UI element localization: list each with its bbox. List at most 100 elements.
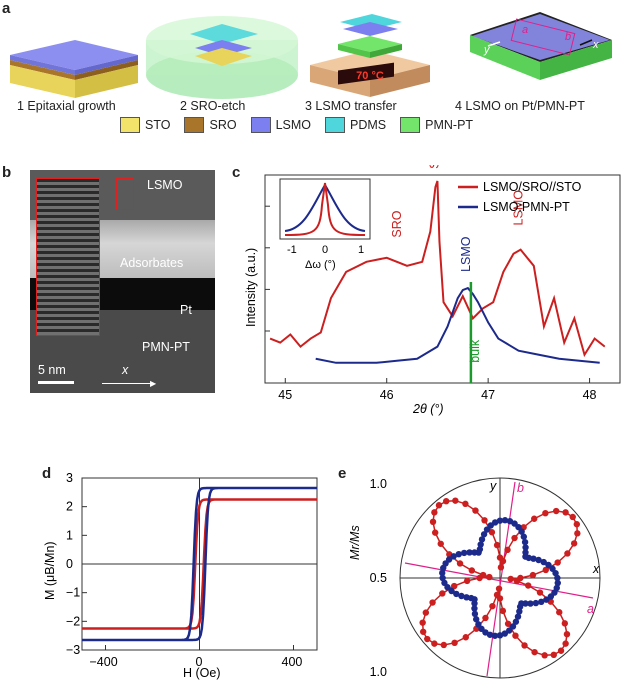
polar-blue-point	[471, 610, 479, 618]
polar-red-point	[521, 642, 528, 649]
polar-blue-point	[471, 605, 478, 612]
polar-red-point	[563, 630, 571, 638]
polar-ylabel: Mr/Ms	[348, 525, 362, 560]
polar-red-point	[542, 509, 549, 517]
polar-blue-point	[483, 526, 491, 533]
xrd-xtick-label: 46	[380, 388, 394, 402]
polar-red-point	[564, 550, 571, 557]
polar-radial-label-mid: 0.5	[370, 571, 387, 585]
legend-swatch-pdms	[325, 117, 346, 133]
xrd-xtick-label: 48	[583, 388, 597, 402]
polar-red-point	[419, 619, 426, 626]
hysteresis-ytick-label: −2	[66, 614, 80, 628]
scale-bar	[38, 381, 74, 384]
scale-bar-label: 5 nm	[38, 363, 66, 377]
inset-tick-2: 0	[322, 244, 328, 256]
step4-axis-y: y	[483, 44, 491, 56]
tem-zoom-inset	[36, 178, 100, 336]
xrd-annotation-sro: SRO	[390, 210, 404, 237]
polar-blue-point	[532, 599, 540, 607]
polar-blue-point	[538, 598, 545, 606]
polar-blue-point	[522, 544, 529, 551]
polar-blue-point	[453, 590, 460, 598]
xrd-plot-frame	[264, 174, 621, 384]
step-label-1: 1 Epitaxial growth	[17, 99, 116, 113]
polar-blue-point	[466, 549, 473, 556]
polar-red-point	[504, 620, 512, 627]
polar-red-point	[486, 573, 493, 581]
polar-blue-point	[460, 549, 468, 557]
xrd-legend-blue: LSMO:PMN-PT	[483, 200, 570, 214]
xrd-annotation-lsmo: LSMO	[512, 190, 526, 226]
polar-blue-point	[521, 538, 529, 546]
polar-red-point	[531, 515, 538, 522]
step4-axis-b: b	[565, 31, 571, 43]
hysteresis-loop-blue	[82, 486, 317, 642]
polar-blue-point	[477, 541, 484, 548]
hysteresis-ytick-label: 1	[66, 528, 73, 542]
legend-swatch-lsmo	[250, 117, 271, 133]
hysteresis-ytick-label: 2	[66, 500, 73, 514]
hysteresis-xtick-label: 400	[282, 655, 303, 669]
polar-red-point	[443, 497, 450, 505]
polar-red-point	[496, 595, 504, 602]
polar-blue-point	[522, 549, 529, 556]
hysteresis-chart: −400 0 400 −3 −2 −1 0 1 2 3 H (Oe) M (μB/Mn)	[43, 471, 318, 680]
panel-label-b: b	[2, 164, 12, 181]
polar-red-point	[463, 577, 471, 585]
xrd-annotation-sto: STO	[427, 165, 441, 169]
polar-red-point	[561, 620, 569, 627]
tem-axis-arrowhead-icon: ▶	[150, 379, 157, 388]
polar-b-axis	[486, 481, 516, 677]
hysteresis-xlabel: H (Oe)	[183, 666, 221, 680]
polar-red-point	[570, 540, 578, 547]
polar-radial-label-top: 1.0	[370, 477, 387, 491]
polar-red-point	[557, 647, 565, 654]
polar-label-a: a	[587, 602, 594, 616]
polar-blue-point	[522, 600, 529, 607]
polar-blue-point	[471, 549, 478, 556]
step4-arrow-x	[579, 39, 593, 46]
polar-red-point	[554, 559, 561, 566]
polar-blue-point	[491, 632, 499, 639]
legend-swatch-sto	[120, 117, 140, 133]
step4-axis-a: a	[522, 24, 528, 36]
polar-red-point	[431, 640, 438, 647]
legend-item-pmnpt: PMN-PT	[400, 117, 473, 133]
hysteresis-xtick-label: −400	[90, 655, 118, 669]
polar-red-point	[472, 507, 479, 514]
polar-label-b: b	[517, 481, 524, 495]
step-label-3: 3 LSMO transfer	[305, 99, 397, 113]
polar-blue-point	[506, 518, 514, 525]
polar-red-point	[531, 648, 538, 656]
polar-blue-point	[509, 623, 517, 630]
polar-red-point	[462, 500, 469, 508]
polar-red-point	[437, 540, 444, 547]
panel-a-illustrations: 70 °C y x a b	[10, 12, 612, 99]
xrd-series-lsmo-sro-sto	[269, 180, 606, 358]
polar-blue-point	[487, 522, 494, 529]
inset-xlabel: Δω (°)	[305, 259, 336, 271]
polar-blue-point	[455, 550, 462, 558]
polar-blue-point	[450, 553, 457, 560]
polar-blue-point	[458, 592, 465, 600]
tem-label-pmnpt: PMN-PT	[142, 340, 190, 354]
polar-red-point	[488, 529, 496, 536]
polar-blue-point	[554, 574, 561, 582]
polar-red-point	[574, 530, 581, 537]
materials-legend: STO SRO LSMO PDMS PMN-PT	[120, 117, 473, 133]
polar-blue-point	[516, 608, 523, 615]
tem-axis-x-arrow	[102, 383, 154, 384]
polar-red-point	[429, 518, 437, 526]
polar-red-point	[419, 628, 427, 635]
tem-label-lsmo: LSMO	[147, 178, 183, 192]
polar-red-point	[499, 607, 507, 615]
epitaxial-stack-illustration	[10, 40, 138, 98]
inset-tick-3: 1	[358, 244, 364, 256]
polar-red-point	[451, 582, 458, 590]
polar-blue-point	[518, 528, 525, 535]
inset-red-curve	[284, 182, 366, 236]
step4-arrow-y	[487, 41, 501, 47]
polar-red-point	[512, 632, 519, 639]
xrd-annotation-bulk: bulk	[468, 339, 482, 363]
